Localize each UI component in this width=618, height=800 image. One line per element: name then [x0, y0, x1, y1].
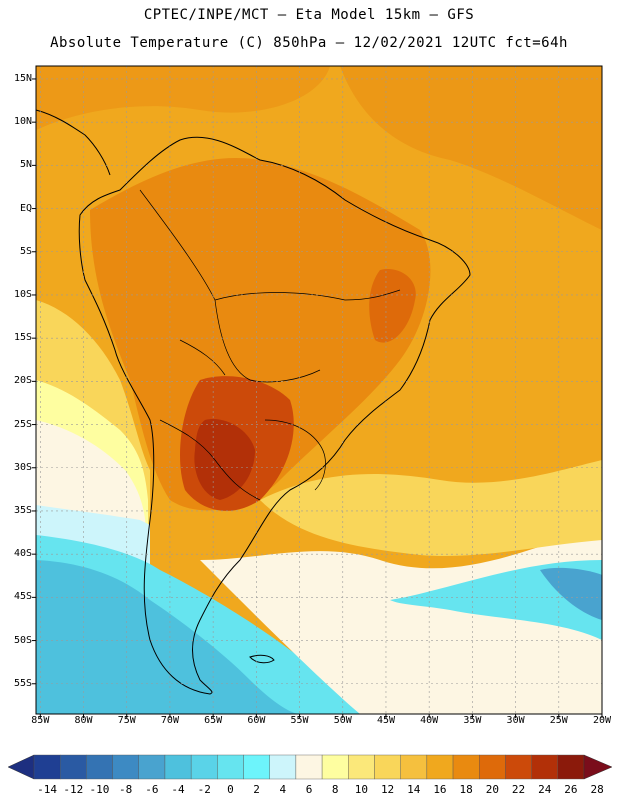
- lat-label: 20S: [13, 375, 32, 387]
- lon-label: 55W: [290, 715, 309, 726]
- lon-label: 85W: [31, 715, 50, 726]
- colorbar-label: 28: [590, 783, 604, 796]
- colorbar-label: 26: [564, 783, 578, 796]
- lon-label: 35W: [463, 715, 482, 726]
- colorbar-swatch: [374, 754, 401, 780]
- colorbar-low-arrow: [7, 754, 35, 780]
- colorbar-swatch: [59, 754, 87, 780]
- colorbar-swatch: [321, 754, 349, 780]
- lon-label: 40W: [420, 715, 439, 726]
- lon-label: 70W: [160, 715, 179, 726]
- field-south-atlantic-cool: [540, 567, 602, 620]
- central-america-coast: [35, 109, 111, 176]
- colorbar-label: -12: [63, 783, 84, 796]
- colorbar-label: 24: [538, 783, 552, 796]
- lon-label: 75W: [117, 715, 136, 726]
- map-frame: [35, 65, 603, 715]
- colorbar-swatch: [138, 754, 166, 780]
- lat-label: 45S: [13, 591, 32, 603]
- colorbar-label: 6: [305, 783, 313, 796]
- lat-label: 5S: [19, 245, 32, 257]
- graticule: [32, 66, 603, 718]
- colorbar-label: 20: [485, 783, 499, 796]
- colorbar-label: -10: [89, 783, 110, 796]
- coastline: [78, 136, 471, 695]
- colorbar-label: 4: [279, 783, 287, 796]
- colorbar: [7, 754, 613, 780]
- lon-label: 30W: [506, 715, 525, 726]
- colorbar-label: -6: [145, 783, 159, 796]
- lat-label: 40S: [13, 548, 32, 560]
- colorbar-label: 12: [380, 783, 395, 796]
- colorbar-swatch: [348, 754, 375, 780]
- field-south-colder: [36, 560, 300, 714]
- colorbar-swatch: [112, 754, 139, 780]
- colorbar-swatch: [33, 754, 61, 780]
- country-borders: [139, 189, 401, 501]
- temperature-field: [36, 66, 602, 714]
- colorbar-swatch: [479, 754, 506, 780]
- colorbar-swatch: [243, 754, 270, 780]
- colorbar-swatch: [269, 754, 297, 780]
- colorbar-swatch: [217, 754, 244, 780]
- lat-label: 25S: [13, 418, 32, 430]
- lat-label: 15S: [13, 332, 32, 344]
- lat-label: 5N: [19, 159, 32, 171]
- lat-label: 30S: [13, 461, 32, 473]
- lat-label: 10N: [13, 116, 32, 128]
- colorbar-label: 10: [354, 783, 368, 796]
- lon-label: 50W: [333, 715, 352, 726]
- lat-label: 35S: [13, 504, 32, 516]
- chart-title-line1: CPTEC/INPE/MCT – Eta Model 15km – GFS: [143, 7, 475, 23]
- colorbar-label: 0: [227, 783, 234, 796]
- field-warm-north-atlantic: [340, 66, 602, 230]
- field-heat-center: [194, 419, 255, 500]
- lon-label: 25W: [549, 715, 568, 726]
- colorbar-swatch: [531, 754, 559, 780]
- lat-label: 55S: [13, 677, 32, 689]
- colorbar-swatch: [400, 754, 428, 780]
- field-mid-atlantic-yellow: [260, 460, 602, 557]
- colorbar-label: -8: [119, 783, 133, 796]
- lat-label: 50S: [13, 634, 32, 646]
- colorbar-swatch: [426, 754, 454, 780]
- colorbar-swatch: [557, 754, 585, 780]
- lon-label: 80W: [74, 715, 93, 726]
- colorbar-label: -4: [171, 783, 185, 796]
- colorbar-label: 18: [459, 783, 473, 796]
- colorbar-label: -2: [197, 783, 211, 796]
- lon-label: 45W: [376, 715, 395, 726]
- colorbar-label: 22: [511, 783, 526, 796]
- lat-label: 10S: [13, 288, 32, 300]
- colorbar-label: -14: [37, 783, 58, 796]
- field-continent-hot: [90, 158, 431, 511]
- lat-label: EQ: [19, 202, 32, 214]
- chart-title-line2: Absolute Temperature (C) 850hPa – 12/02/…: [50, 35, 568, 51]
- colorbar-swatch: [86, 754, 113, 780]
- colorbar-swatch: [164, 754, 192, 780]
- lat-label: 15N: [13, 72, 32, 84]
- lon-label: 20W: [592, 715, 612, 726]
- colorbar-label: 8: [331, 783, 339, 796]
- lon-label: 65W: [204, 715, 223, 726]
- colorbar-swatch: [452, 754, 480, 780]
- colorbar-label: 16: [433, 783, 447, 796]
- colorbar-swatch: [505, 754, 532, 780]
- colorbar-label: 2: [253, 783, 260, 796]
- colorbar-swatch: [295, 754, 323, 780]
- colorbar-high-arrow: [583, 754, 613, 780]
- field-heat-east: [369, 269, 416, 343]
- colorbar-label: 14: [407, 783, 421, 796]
- colorbar-swatch: [190, 754, 218, 780]
- lon-label: 60W: [247, 715, 266, 726]
